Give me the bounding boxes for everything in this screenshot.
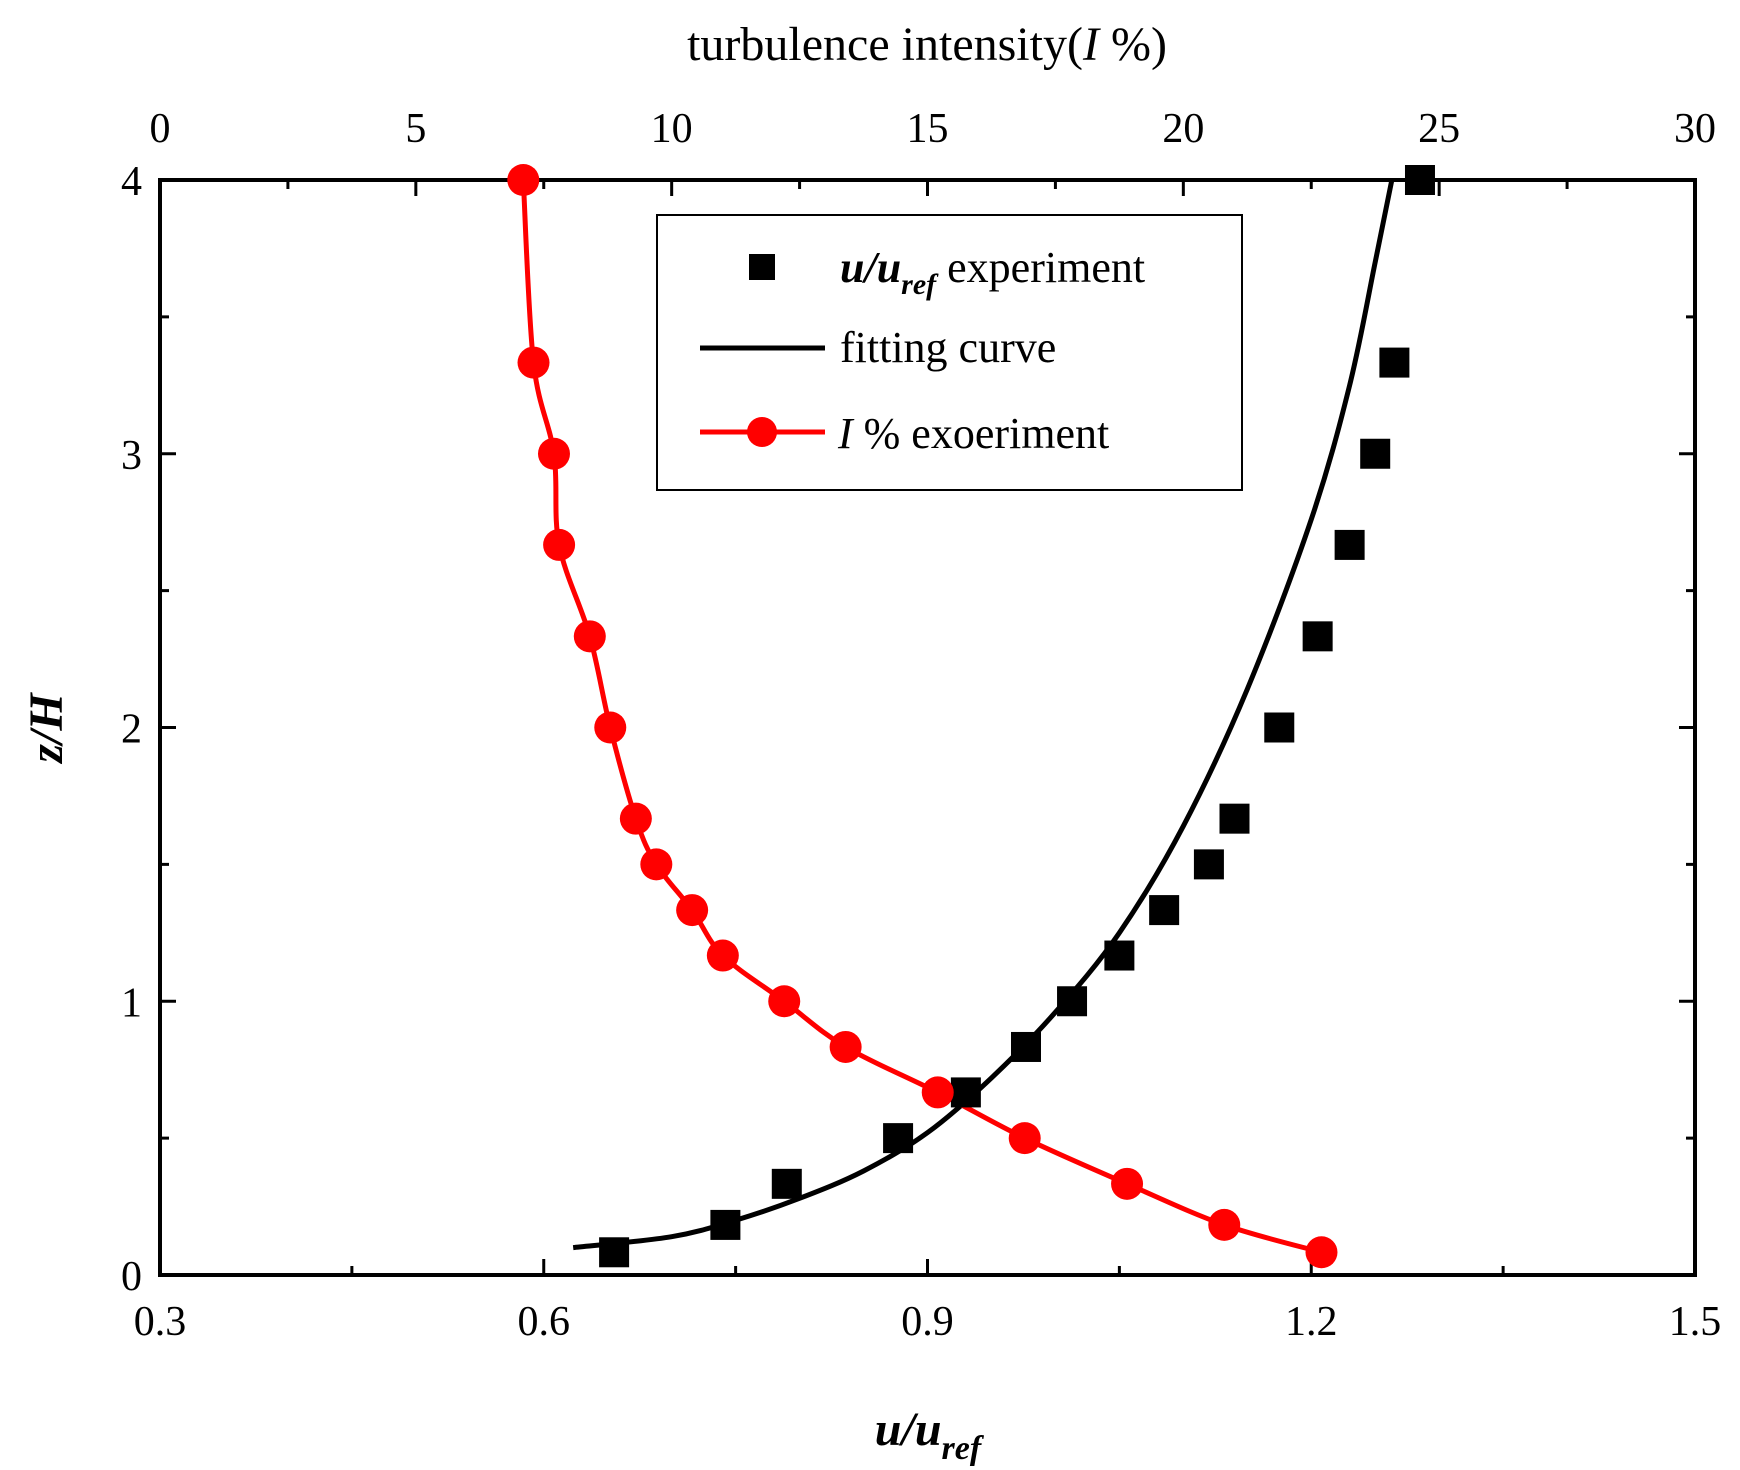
x-tick-labels: 0.3 0.6 0.9 1.2 1.5 — [134, 1299, 1722, 1345]
experiment-point — [1264, 712, 1295, 743]
experiment-point — [1010, 1031, 1041, 1062]
experiment-point — [710, 1209, 741, 1240]
intensity-point — [1111, 1167, 1144, 1200]
x-tick-label: 0.6 — [518, 1299, 571, 1345]
intensity-point — [619, 802, 652, 835]
top-tick-label: 0 — [150, 106, 171, 152]
experiment-point — [1149, 895, 1180, 926]
top-axis-title: turbulence intensity(I %) — [687, 18, 1167, 71]
x-tick-label: 0.9 — [901, 1299, 954, 1345]
top-tick-label: 20 — [1162, 106, 1204, 152]
intensity-point — [1208, 1208, 1241, 1241]
legend-red-marker — [747, 417, 777, 447]
intensity-point — [768, 985, 801, 1018]
intensity-point — [537, 437, 570, 470]
experiment-point — [950, 1077, 981, 1108]
legend-square-marker — [749, 254, 775, 280]
experiment-point — [1302, 621, 1333, 652]
y-axis-title: z/H — [20, 692, 73, 765]
experiment-point — [1404, 165, 1435, 195]
top-tick-label: 5 — [405, 106, 426, 152]
top-tick-label: 10 — [651, 106, 693, 152]
top-tick-labels: 0 5 10 15 20 25 30 — [150, 106, 1717, 152]
legend-fitting-label: fitting curve — [840, 323, 1056, 372]
top-tick-label: 30 — [1674, 106, 1716, 152]
intensity-point — [676, 894, 709, 927]
experiment-point — [1379, 347, 1410, 378]
legend-experiment-label: u/uref experiment — [840, 243, 1145, 301]
intensity-point — [507, 164, 540, 196]
experiment-point — [883, 1123, 914, 1154]
intensity-point — [640, 848, 673, 881]
experiment-point — [1104, 940, 1135, 971]
experiment-points — [599, 165, 1435, 1268]
y-tick-label: 1 — [121, 980, 142, 1026]
intensity-point — [1008, 1122, 1041, 1155]
x-tick-label: 1.5 — [1669, 1299, 1722, 1345]
x-axis-title: u/uref — [875, 1403, 985, 1467]
legend: u/uref experiment fitting curve I % exoe… — [656, 214, 1243, 491]
x-tick-label: 0.3 — [134, 1299, 187, 1345]
intensity-point — [829, 1030, 862, 1063]
y-tick-labels: 0 1 2 3 4 — [121, 159, 142, 1300]
experiment-point — [1219, 803, 1250, 834]
experiment-point — [1057, 986, 1088, 1017]
y-tick-label: 2 — [121, 707, 142, 753]
experiment-point — [1360, 438, 1391, 469]
axis-ticks — [158, 178, 1697, 1277]
intensity-point — [594, 711, 627, 744]
fitting-curve-line — [572, 179, 1395, 1251]
intensity-point — [706, 939, 739, 972]
intensity-point — [1305, 1236, 1338, 1269]
legend-intensity-label: I % exoeriment — [837, 409, 1109, 458]
intensity-point — [517, 346, 550, 379]
intensity-points — [507, 164, 1338, 1269]
y-tick-label: 4 — [121, 159, 142, 205]
y-tick-label: 3 — [121, 433, 142, 479]
experiment-point — [1334, 529, 1365, 560]
top-tick-label: 25 — [1418, 106, 1460, 152]
intensity-point — [573, 620, 606, 653]
experiment-point — [599, 1237, 630, 1268]
experiment-point — [771, 1168, 802, 1199]
intensity-point — [921, 1076, 954, 1109]
intensity-point — [543, 528, 576, 561]
top-tick-label: 15 — [907, 106, 949, 152]
experiment-point — [1193, 849, 1224, 880]
y-tick-label: 0 — [121, 1254, 142, 1300]
x-tick-label: 1.2 — [1285, 1299, 1338, 1345]
